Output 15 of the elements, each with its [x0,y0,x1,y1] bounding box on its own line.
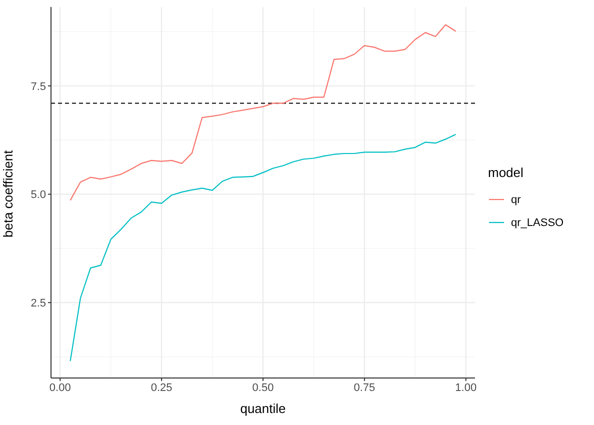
legend-label: qr_LASSO [511,216,564,228]
line-series [70,134,456,362]
x-tick-label: 0.75 [354,382,376,394]
x-tick-label: 1.00 [455,382,477,394]
x-tick-label: 0.50 [252,382,274,394]
legend-title: model [488,165,524,180]
x-tick-label: 0.00 [49,382,71,394]
x-tick-label: 0.25 [150,382,172,394]
legend-label: qr [511,194,521,206]
line-series [70,24,456,201]
y-tick-label: 2.5 [30,297,46,310]
y-tick-label: 7.5 [30,80,46,93]
y-axis-title: beta coefficient [0,150,16,238]
x-axis-title: quantile [240,401,286,416]
y-tick-label: 5.0 [30,189,46,202]
